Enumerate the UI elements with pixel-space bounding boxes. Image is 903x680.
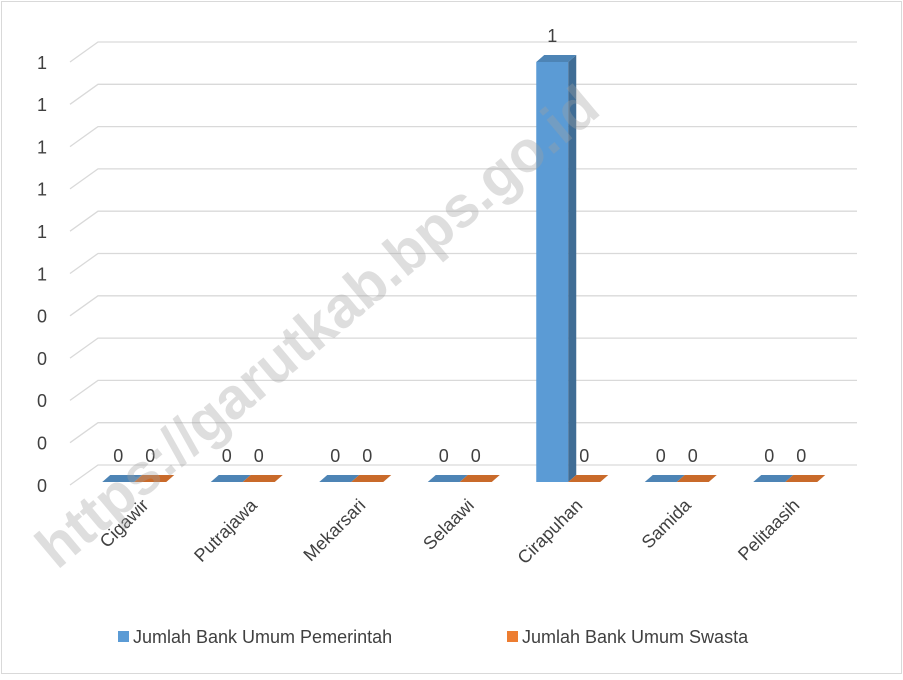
bar-top (210, 475, 251, 482)
grid-line (69, 337, 857, 359)
legend-swatch (118, 631, 129, 642)
grid-line (69, 295, 857, 317)
legend-label: Jumlah Bank Umum Swasta (522, 627, 749, 647)
bar (644, 475, 685, 482)
y-tick-label: 0 (37, 307, 47, 327)
data-label: 0 (471, 446, 481, 466)
y-tick-label: 1 (37, 180, 47, 200)
bar-top (459, 475, 500, 482)
bar-top (676, 475, 717, 482)
data-label: 1 (547, 26, 557, 46)
bar-top (102, 475, 143, 482)
bar-side (568, 55, 577, 482)
grid-line (69, 252, 857, 275)
bar-top (753, 475, 794, 482)
y-tick-label: 1 (37, 53, 47, 73)
bar-top (242, 475, 283, 482)
bar-top (536, 55, 577, 62)
bar (753, 475, 794, 482)
data-label: 0 (764, 446, 774, 466)
bar-top (351, 475, 392, 482)
y-tick-label: 1 (37, 137, 47, 157)
grid-line (69, 464, 857, 486)
y-tick-label: 1 (37, 95, 47, 115)
grid-line (69, 83, 857, 105)
grid-line (69, 41, 857, 63)
grid-line (69, 210, 857, 232)
data-label: 0 (688, 446, 698, 466)
data-label: 0 (222, 446, 232, 466)
data-label: 0 (656, 446, 666, 466)
bar-top (568, 475, 609, 482)
data-label: 0 (579, 446, 589, 466)
data-label: 0 (439, 446, 449, 466)
y-tick-label: 0 (37, 391, 47, 411)
bar (319, 475, 360, 482)
bar-front (536, 62, 569, 482)
y-tick-label: 0 (37, 476, 47, 496)
bar (351, 475, 392, 482)
grid-line (69, 422, 857, 444)
bar (210, 475, 251, 482)
legend-swatch (507, 631, 518, 642)
bar (459, 475, 500, 482)
legend-label: Jumlah Bank Umum Pemerintah (133, 627, 392, 647)
data-label: 0 (362, 446, 372, 466)
bar-top (134, 475, 175, 482)
y-tick-label: 0 (37, 349, 47, 369)
data-label: 0 (796, 446, 806, 466)
bar-top (319, 475, 360, 482)
y-tick-label: 1 (37, 222, 47, 242)
bar-top (427, 475, 468, 482)
data-label: 0 (330, 446, 340, 466)
grid-line (69, 125, 857, 148)
grid-line (69, 168, 857, 190)
bar (676, 475, 717, 482)
bar (427, 475, 468, 482)
bar (134, 475, 175, 482)
data-label: 0 (254, 446, 264, 466)
y-tick-label: 0 (37, 433, 47, 453)
data-label: 0 (145, 446, 155, 466)
bar (536, 55, 577, 482)
bar (785, 475, 826, 482)
bar-top (644, 475, 685, 482)
bar (242, 475, 283, 482)
bar-top (785, 475, 826, 482)
bar (568, 475, 609, 482)
bar (102, 475, 143, 482)
y-tick-label: 1 (37, 264, 47, 284)
grid-line (69, 379, 857, 401)
data-label: 0 (113, 446, 123, 466)
